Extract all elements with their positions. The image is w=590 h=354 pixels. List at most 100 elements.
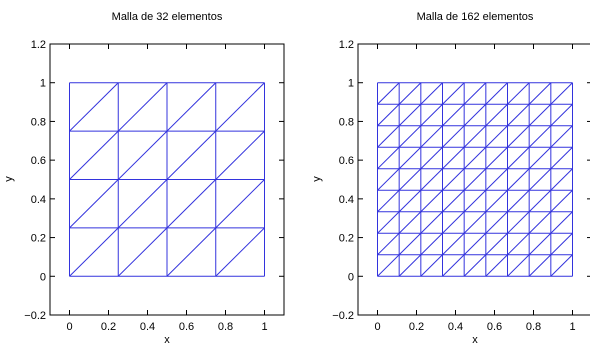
mesh-diagonal-edge [69,227,119,277]
mesh-diagonal-edge [377,125,400,148]
y-tick-label: 0.6 [339,155,354,167]
x-tick-label: 0.2 [101,321,116,333]
mesh-diagonal-edge [215,82,265,132]
mesh-diagonal-edge [69,179,119,229]
y-tick-label: −0.2 [332,310,354,322]
mesh-diagonal-edge [442,254,465,277]
mesh-diagonal-edge [398,254,422,277]
mesh-diagonal-edge [420,103,443,127]
mesh-diagonal-edge [398,211,422,234]
mesh-diagonal-edge [420,82,443,105]
y-tick-label: 1.2 [31,39,46,51]
mesh-diagonal-edge [117,179,168,229]
x-tick-label: 0.8 [526,321,541,333]
mesh-diagonal-edge [550,125,573,148]
x-tick-label: 0.2 [409,321,424,333]
mesh-diagonal-edge [377,168,400,191]
mesh-diagonal-edge [485,82,508,105]
mesh-diagonal-edge [215,130,265,180]
mesh-diagonal-edge [377,254,400,277]
mesh-diagonal-edge [377,211,400,234]
right-axes-frame [357,43,590,316]
y-tick-label: 0.8 [31,116,46,128]
mesh-diagonal-edge [463,146,487,170]
mesh-diagonal-edge [463,82,487,105]
y-tick-label: 0.2 [31,233,46,245]
mesh-diagonal-edge [420,146,443,170]
mesh-diagonal-edge [463,189,487,213]
mesh-diagonal-edge [463,125,487,148]
mesh-diagonal-edge [398,232,422,256]
mesh-diagonal-edge [507,254,530,277]
mesh-diagonal-edge [528,103,552,127]
x-tick-label: 0 [66,321,72,333]
left-mesh-plot: Malla de 32 elementos 0 0.2 0.4 0.6 0.8 1 −0.2… [3,11,285,346]
mesh-diagonal-edge [507,103,530,127]
mesh-diagonal-edge [463,254,487,277]
right-y-axis-label: y [311,176,323,182]
mesh-diagonal-edge [463,211,487,234]
mesh-diagonal-edge [420,211,443,234]
x-tick-label: 1 [569,321,575,333]
mesh-diagonal-edge [507,168,530,191]
right-x-axis-label: x [472,334,478,346]
mesh-diagonal-edge [442,146,465,170]
mesh-diagonal-edge [442,232,465,256]
mesh-diagonal-edge [398,146,422,170]
left-x-axis-label: x [164,334,170,346]
y-tick-label: 0.4 [339,194,354,206]
mesh-diagonal-edge [420,254,443,277]
right-axis-ticks: 0 0.2 0.4 0.6 0.8 1 −0.2 0 0.2 0.4 0.6 0.8 1 1.2 [332,39,590,333]
x-tick-label: 0 [374,321,380,333]
mesh-diagonal-edge [550,189,573,213]
mesh-diagonal-edge [442,82,465,105]
y-tick-label: 0.6 [31,155,46,167]
y-tick-label: 0.4 [31,194,46,206]
x-tick-label: 0.6 [487,321,502,333]
mesh-diagonal-edge [463,232,487,256]
left-y-axis-label: y [3,176,15,182]
mesh-diagonal-edge [485,254,508,277]
mesh-diagonal-edge [507,146,530,170]
mesh-diagonal-edge [528,232,552,256]
mesh-diagonal-edge [166,130,217,180]
mesh-diagonal-edge [398,103,422,127]
mesh-diagonal-edge [442,211,465,234]
mesh-diagonal-edge [117,130,168,180]
mesh-diagonal-edge [550,103,573,127]
right-plot-title: Malla de 162 elementos [417,11,534,23]
mesh-diagonal-edge [528,125,552,148]
mesh-diagonal-edge [166,82,217,132]
mesh-diagonal-edge [485,168,508,191]
mesh-diagonal-edge [398,82,422,105]
mesh-diagonal-edge [528,189,552,213]
mesh-diagonal-edge [442,189,465,213]
mesh-diagonal-edge [550,168,573,191]
mesh-diagonal-edge [398,189,422,213]
mesh-diagonal-edge [550,82,573,105]
x-tick-label: 1 [261,321,267,333]
mesh-diagonal-edge [507,211,530,234]
y-tick-label: 0.8 [339,116,354,128]
y-tick-label: −0.2 [24,310,46,322]
mesh-diagonal-edge [485,146,508,170]
mesh-diagonal-edge [550,254,573,277]
mesh-diagonal-edge [69,130,119,180]
mesh-diagonal-edge [485,103,508,127]
mesh-diagonal-edge [420,168,443,191]
mesh-diagonal-edge [166,179,217,229]
y-tick-label: 0.2 [339,233,354,245]
y-tick-label: 1 [348,78,354,90]
mesh-diagonal-edge [528,254,552,277]
mesh-diagonal-edge [215,227,265,277]
mesh-diagonal-edge [420,125,443,148]
mesh-diagonal-edge [463,168,487,191]
mesh-diagonal-edge [507,189,530,213]
mesh-diagonal-edge [398,125,422,148]
mesh-diagonal-edge [420,189,443,213]
mesh-diagonal-edge [550,146,573,170]
mesh-diagonal-edge [377,232,400,256]
mesh-diagonal-edge [507,125,530,148]
mesh-diagonal-edge [528,82,552,105]
